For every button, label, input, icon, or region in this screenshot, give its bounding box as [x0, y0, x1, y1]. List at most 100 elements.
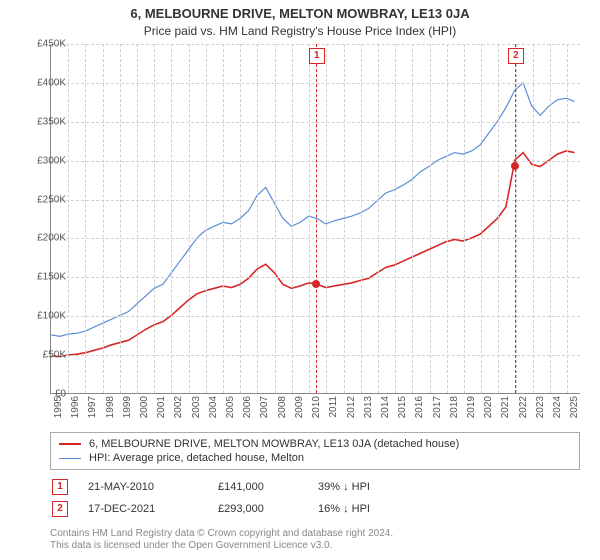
gridline-v: [240, 44, 241, 393]
y-tick-label: £100K: [6, 311, 66, 322]
events-table: 1 21-MAY-2010£141,00039% ↓ HPI 2 17-DEC-202…: [50, 476, 580, 520]
event-row-date: 21-MAY-2010: [88, 481, 218, 493]
gridline-v: [171, 44, 172, 393]
x-tick-label: 2016: [414, 396, 425, 426]
x-tick-label: 2014: [380, 396, 391, 426]
x-tick-label: 2025: [569, 396, 580, 426]
event-row-num: 2: [52, 501, 68, 517]
gridline-v: [378, 44, 379, 393]
x-tick-label: 2019: [466, 396, 477, 426]
gridline-v: [361, 44, 362, 393]
y-tick-label: £400K: [6, 77, 66, 88]
y-tick-label: £300K: [6, 155, 66, 166]
gridline-v: [533, 44, 534, 393]
gridline-v: [223, 44, 224, 393]
x-tick-label: 2017: [432, 396, 443, 426]
x-tick-label: 2007: [259, 396, 270, 426]
y-tick-label: £150K: [6, 272, 66, 283]
event-line-2: [515, 44, 516, 393]
x-tick-label: 2012: [346, 396, 357, 426]
event-row-pct: 16% ↓ HPI: [318, 503, 438, 515]
attribution: Contains HM Land Registry data © Crown c…: [50, 528, 580, 552]
gridline-v: [206, 44, 207, 393]
gridline-v: [103, 44, 104, 393]
gridline-v: [68, 44, 69, 393]
chart-plot-area: 12: [50, 44, 580, 394]
gridline-v: [412, 44, 413, 393]
gridline-v: [257, 44, 258, 393]
legend-item: HPI: Average price, detached house, Melt…: [59, 451, 571, 465]
x-tick-label: 2005: [225, 396, 236, 426]
event-row-price: £141,000: [218, 481, 318, 493]
x-tick-label: 1999: [122, 396, 133, 426]
x-tick-label: 2006: [242, 396, 253, 426]
x-tick-label: 2008: [277, 396, 288, 426]
x-tick-label: 1998: [105, 396, 116, 426]
legend-swatch: [59, 458, 81, 459]
gridline-v: [154, 44, 155, 393]
y-tick-label: £200K: [6, 233, 66, 244]
gridline-v: [309, 44, 310, 393]
x-tick-label: 2000: [139, 396, 150, 426]
series-price_paid: [51, 151, 574, 357]
gridline-v: [344, 44, 345, 393]
x-tick-label: 2013: [363, 396, 374, 426]
x-tick-label: 2009: [294, 396, 305, 426]
gridline-v: [189, 44, 190, 393]
x-tick-label: 2018: [449, 396, 460, 426]
y-tick-label: £450K: [6, 39, 66, 50]
event-marker-1: [312, 280, 320, 288]
gridline-v: [464, 44, 465, 393]
gridline-v: [481, 44, 482, 393]
gridline-v: [85, 44, 86, 393]
event-row-num: 1: [52, 479, 68, 495]
x-tick-label: 2020: [483, 396, 494, 426]
x-tick-label: 1997: [87, 396, 98, 426]
gridline-v: [498, 44, 499, 393]
chart-title: 6, MELBOURNE DRIVE, MELTON MOWBRAY, LE13…: [0, 0, 600, 21]
x-tick-label: 2001: [156, 396, 167, 426]
y-tick-label: £50K: [6, 350, 66, 361]
x-tick-label: 2022: [518, 396, 529, 426]
gridline-v: [567, 44, 568, 393]
x-tick-label: 2002: [173, 396, 184, 426]
legend: 6, MELBOURNE DRIVE, MELTON MOWBRAY, LE13…: [50, 432, 580, 470]
event-row-date: 17-DEC-2021: [88, 503, 218, 515]
gridline-v: [120, 44, 121, 393]
attribution-line2: This data is licensed under the Open Gov…: [50, 540, 580, 552]
gridline-v: [137, 44, 138, 393]
gridline-v: [430, 44, 431, 393]
event-row: 2 17-DEC-2021£293,00016% ↓ HPI: [50, 498, 580, 520]
x-tick-label: 1996: [70, 396, 81, 426]
event-line-1: [316, 44, 317, 393]
gridline-v: [550, 44, 551, 393]
x-tick-label: 2010: [311, 396, 322, 426]
x-tick-label: 2003: [191, 396, 202, 426]
gridline-v: [447, 44, 448, 393]
legend-label: HPI: Average price, detached house, Melt…: [89, 452, 304, 464]
gridline-v: [275, 44, 276, 393]
y-tick-label: £350K: [6, 116, 66, 127]
x-tick-label: 2023: [535, 396, 546, 426]
attribution-line1: Contains HM Land Registry data © Crown c…: [50, 528, 580, 540]
legend-item: 6, MELBOURNE DRIVE, MELTON MOWBRAY, LE13…: [59, 437, 571, 451]
x-tick-label: 2011: [328, 396, 339, 426]
event-marker-2: [511, 162, 519, 170]
gridline-v: [395, 44, 396, 393]
gridline-v: [292, 44, 293, 393]
x-tick-label: 2021: [500, 396, 511, 426]
legend-label: 6, MELBOURNE DRIVE, MELTON MOWBRAY, LE13…: [89, 438, 459, 450]
x-tick-label: 2004: [208, 396, 219, 426]
gridline-v: [326, 44, 327, 393]
chart-subtitle: Price paid vs. HM Land Registry's House …: [0, 21, 600, 42]
x-tick-label: 1995: [53, 396, 64, 426]
x-tick-label: 2024: [552, 396, 563, 426]
event-flag-1: 1: [309, 48, 325, 64]
event-row: 1 21-MAY-2010£141,00039% ↓ HPI: [50, 476, 580, 498]
event-flag-2: 2: [508, 48, 524, 64]
x-tick-label: 2015: [397, 396, 408, 426]
legend-swatch: [59, 443, 81, 445]
event-row-pct: 39% ↓ HPI: [318, 481, 438, 493]
y-tick-label: £250K: [6, 194, 66, 205]
event-row-price: £293,000: [218, 503, 318, 515]
